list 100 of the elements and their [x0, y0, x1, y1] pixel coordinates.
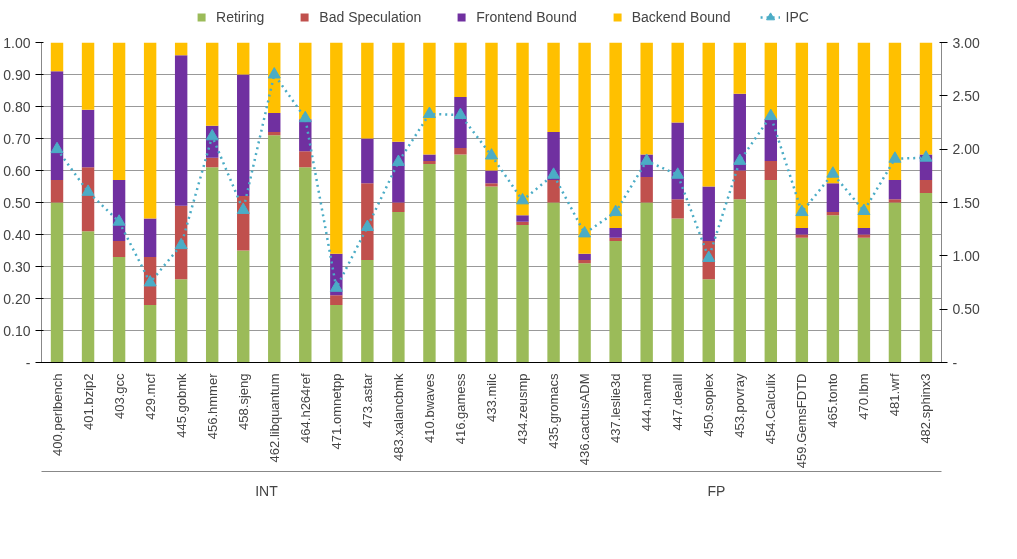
- point: [671, 167, 685, 179]
- y-tick-label: 0.80: [3, 98, 31, 115]
- bar: [826, 215, 840, 363]
- bar: [81, 109, 95, 168]
- bar: [547, 180, 560, 203]
- bar: [299, 167, 312, 363]
- bar: [361, 138, 374, 184]
- bar: [268, 135, 281, 363]
- bar: [609, 228, 622, 238]
- bar: [516, 224, 529, 363]
- point: [888, 151, 902, 163]
- text: INT: [255, 482, 279, 499]
- x-tick-label: 447.dealII: [670, 373, 686, 431]
- point: [578, 226, 592, 238]
- bar: [423, 160, 436, 165]
- y-tick-label: 0.40: [3, 226, 31, 243]
- bar: [81, 231, 95, 363]
- x-tick-label: 471.omnetpp: [328, 373, 344, 450]
- legend-label: Backend Bound: [631, 9, 731, 25]
- point: [422, 106, 436, 118]
- x-tick-label: 450.soplex: [701, 373, 717, 437]
- point: [205, 128, 219, 141]
- bar: [205, 167, 219, 363]
- y-tick-label: 0.70: [3, 130, 31, 147]
- bar: [826, 183, 840, 213]
- bar: [361, 42, 374, 139]
- point: [112, 214, 126, 226]
- bar: [547, 202, 560, 363]
- y2-tick-label: 1.50: [952, 194, 980, 211]
- legend-label: Bad Speculation: [319, 9, 422, 25]
- point: [143, 275, 157, 287]
- bar: [423, 164, 436, 363]
- x-tick-label: 434.zeusmp: [515, 373, 531, 445]
- x-tick-label: 453.povray: [732, 373, 748, 438]
- bar: [143, 42, 157, 219]
- bar: [640, 202, 653, 363]
- bar: [795, 234, 809, 238]
- x-tick-label: 444.namd: [639, 373, 655, 432]
- point: [857, 203, 871, 215]
- legend-label: Retiring: [216, 9, 265, 25]
- point: [174, 237, 188, 250]
- bar: [609, 42, 622, 229]
- bar: [423, 42, 436, 155]
- bar: [112, 256, 126, 363]
- bar: [640, 176, 653, 203]
- point: [702, 250, 716, 262]
- point: [547, 167, 561, 179]
- bar: [702, 186, 715, 241]
- bar: [578, 260, 591, 264]
- x-tick-label: 458.sjeng: [235, 373, 251, 430]
- legend-label: Frontend Bound: [476, 9, 577, 25]
- x-tick-label: 482.sphinx3: [918, 373, 934, 444]
- bar: [237, 42, 250, 75]
- bar: [50, 42, 64, 72]
- bar: [174, 55, 188, 206]
- bar: [50, 202, 64, 363]
- x-tick-label: 456.hmmer: [204, 372, 220, 440]
- bar: [237, 250, 250, 363]
- x-tick-label: 403.gcc: [111, 373, 127, 420]
- point: [516, 192, 530, 205]
- y-tick-label: 0.20: [3, 290, 31, 307]
- x-tick-label: 459.GemsFDTD: [794, 373, 810, 469]
- bar: [795, 228, 809, 235]
- bar: [671, 199, 684, 219]
- point: [826, 166, 840, 178]
- bar: [454, 148, 467, 155]
- bar: [143, 304, 157, 363]
- x-tick-label: 465.tonto: [825, 373, 841, 428]
- bar: [857, 42, 871, 229]
- bar: [578, 263, 591, 363]
- bar: [919, 42, 933, 155]
- bar: [205, 42, 219, 126]
- bar: [857, 228, 871, 235]
- bar: [423, 154, 436, 161]
- point: [298, 110, 312, 123]
- bar: [826, 212, 840, 216]
- point: [764, 108, 778, 121]
- point: [733, 153, 747, 165]
- y2-tick-label: -: [952, 354, 958, 371]
- bar: [826, 42, 840, 184]
- y2-tick-label: 0.50: [952, 301, 980, 318]
- point: [609, 204, 623, 217]
- bar: [516, 42, 529, 216]
- x-tick-label: 416.gamess: [452, 373, 468, 445]
- bar: [174, 279, 188, 363]
- y-tick-label: 1.00: [3, 34, 31, 51]
- y-tick-label: 0.30: [3, 258, 31, 275]
- y2-tick-label: 2.50: [952, 87, 980, 104]
- point: [329, 280, 343, 292]
- bar: [702, 279, 715, 363]
- bar: [485, 42, 498, 171]
- point: [919, 150, 933, 162]
- bar: [702, 42, 715, 187]
- bar: [795, 42, 809, 229]
- bar: [392, 202, 405, 213]
- x-tick-label: 481.wrf: [887, 373, 903, 417]
- bar: [888, 202, 902, 363]
- bar: [764, 160, 778, 181]
- x-tick-label: 436.cactusADM: [577, 373, 593, 466]
- x-tick-label: 473.astar: [359, 372, 375, 428]
